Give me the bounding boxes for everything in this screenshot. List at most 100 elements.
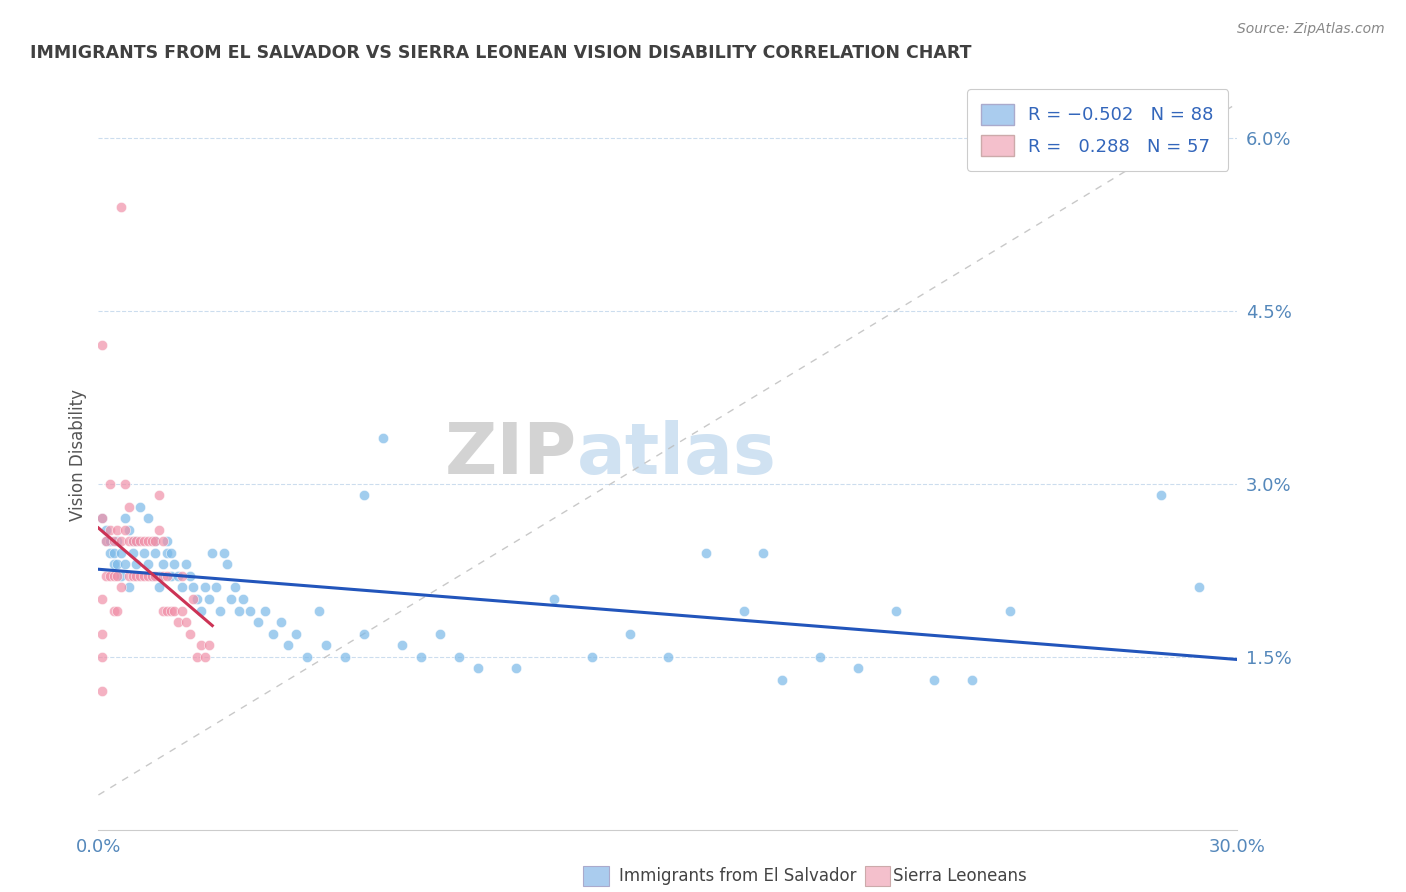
Point [194, 649, 217, 664]
Legend: R = −0.502   N = 88, R =   0.288   N = 57: R = −0.502 N = 88, R = 0.288 N = 57 [967, 89, 1229, 170]
Point [170, 581, 193, 595]
Point [262, 626, 284, 640]
Point [183, 581, 205, 595]
Point [695, 546, 717, 560]
Point [254, 603, 277, 617]
Point [960, 673, 983, 687]
Point [129, 500, 152, 514]
Point [107, 569, 129, 583]
Point [103, 546, 125, 560]
Point [156, 569, 179, 583]
Point [125, 558, 148, 572]
Point [179, 626, 201, 640]
Point [136, 534, 159, 549]
Text: Immigrants from El Salvador: Immigrants from El Salvador [619, 867, 856, 885]
Point [114, 558, 136, 572]
Point [190, 638, 212, 652]
Point [107, 523, 129, 537]
Point [657, 649, 679, 664]
Point [159, 603, 181, 617]
Point [148, 488, 170, 502]
Point [91, 592, 114, 607]
Point [91, 338, 114, 352]
Point [145, 546, 167, 560]
Point [998, 603, 1021, 617]
Point [411, 649, 433, 664]
Point [148, 569, 170, 583]
Point [167, 615, 190, 629]
Point [141, 569, 163, 583]
Point [141, 534, 163, 549]
Point [246, 615, 269, 629]
Point [183, 592, 205, 607]
Point [429, 626, 451, 640]
Point [110, 534, 132, 549]
Point [91, 684, 114, 698]
Point [118, 581, 141, 595]
Point [136, 511, 159, 525]
Point [1188, 581, 1211, 595]
Point [543, 592, 565, 607]
Point [163, 603, 186, 617]
Point [132, 534, 155, 549]
Point [194, 581, 217, 595]
Point [391, 638, 413, 652]
Text: IMMIGRANTS FROM EL SALVADOR VS SIERRA LEONEAN VISION DISABILITY CORRELATION CHAR: IMMIGRANTS FROM EL SALVADOR VS SIERRA LE… [30, 44, 972, 62]
Point [145, 534, 167, 549]
Point [103, 558, 125, 572]
Text: Source: ZipAtlas.com: Source: ZipAtlas.com [1237, 22, 1385, 37]
Point [277, 638, 299, 652]
Point [141, 569, 163, 583]
Point [197, 638, 219, 652]
Point [159, 569, 181, 583]
Point [110, 569, 132, 583]
Point [129, 534, 152, 549]
Point [846, 661, 869, 675]
Point [174, 558, 197, 572]
Point [884, 603, 907, 617]
Point [297, 649, 319, 664]
Point [107, 534, 129, 549]
Point [353, 626, 375, 640]
Point [353, 488, 375, 502]
Point [125, 569, 148, 583]
Point [197, 592, 219, 607]
Point [114, 476, 136, 491]
Point [167, 569, 190, 583]
Point [190, 603, 212, 617]
Point [201, 546, 224, 560]
Point [163, 558, 186, 572]
Point [186, 649, 208, 664]
Point [174, 615, 197, 629]
Point [159, 546, 181, 560]
Point [152, 534, 174, 549]
Point [156, 546, 179, 560]
Point [205, 581, 228, 595]
Point [808, 649, 831, 664]
Point [107, 603, 129, 617]
Point [94, 569, 117, 583]
Point [110, 200, 132, 214]
Point [118, 534, 141, 549]
Point [114, 523, 136, 537]
Point [118, 569, 141, 583]
Point [125, 534, 148, 549]
Point [118, 500, 141, 514]
Point [91, 511, 114, 525]
Point [156, 534, 179, 549]
Point [1150, 488, 1173, 502]
Point [91, 649, 114, 664]
Point [125, 534, 148, 549]
Point [91, 626, 114, 640]
Point [922, 673, 945, 687]
Point [94, 534, 117, 549]
Y-axis label: Vision Disability: Vision Disability [69, 389, 87, 521]
Point [152, 558, 174, 572]
Point [136, 558, 159, 572]
Point [136, 569, 159, 583]
Text: ZIP: ZIP [444, 420, 576, 490]
Point [335, 649, 357, 664]
Point [110, 581, 132, 595]
Point [315, 638, 337, 652]
Point [98, 546, 121, 560]
